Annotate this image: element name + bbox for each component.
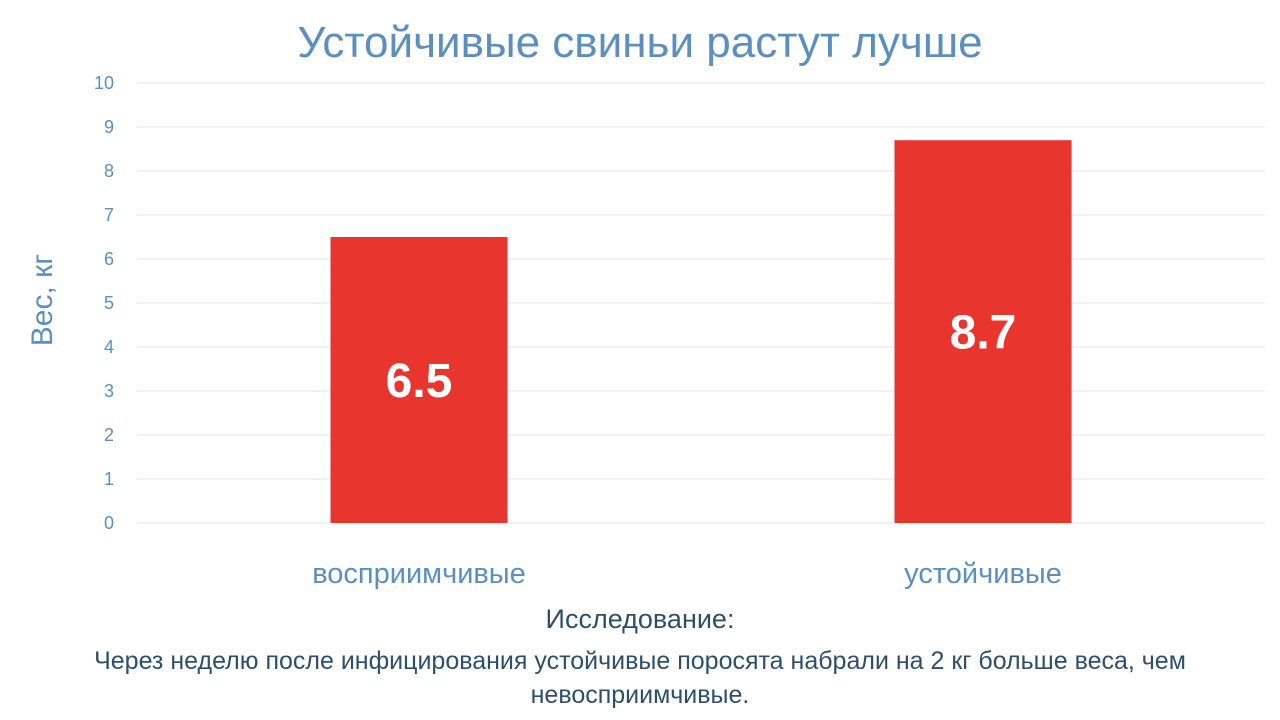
x-category-label: восприимчивые <box>312 558 526 590</box>
y-tick-label: 0 <box>104 513 114 533</box>
y-tick-label: 7 <box>104 205 114 225</box>
y-tick-label: 2 <box>104 425 114 445</box>
y-axis-label: Вес, кг <box>26 253 59 347</box>
y-tick-label: 8 <box>104 161 114 181</box>
bar-chart: 0 1 2 3 4 5 6 7 8 9 10 6.5 восприимчивые 8.7 устойчивы… <box>94 73 1265 590</box>
study-heading: Исследование: <box>545 604 735 634</box>
data-label: 8.7 <box>950 307 1017 360</box>
study-text: Через неделю после инфицирования устойчи… <box>94 647 1186 709</box>
y-tick-label: 6 <box>104 249 114 269</box>
y-tick-label: 3 <box>104 381 114 401</box>
bar-1 <box>330 237 508 523</box>
y-tick-label: 4 <box>104 337 114 357</box>
y-tick-label: 5 <box>104 293 114 313</box>
y-tick-label: 10 <box>94 73 114 93</box>
y-tick-label: 9 <box>104 117 114 137</box>
y-tick-label: 1 <box>104 469 114 489</box>
data-label: 6.5 <box>386 355 453 408</box>
chart-title: Устойчивые свиньи растут лучше <box>297 18 983 67</box>
bar-2 <box>894 140 1072 523</box>
x-category-label: устойчивые <box>904 558 1062 590</box>
